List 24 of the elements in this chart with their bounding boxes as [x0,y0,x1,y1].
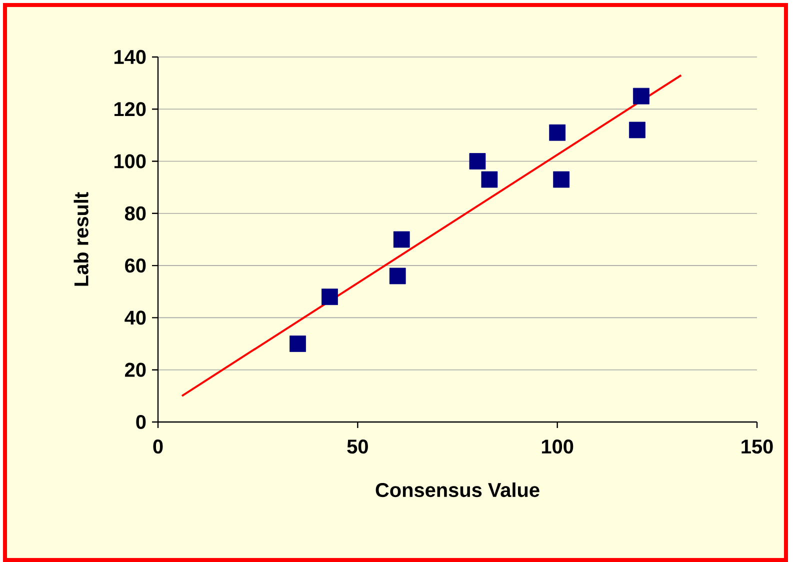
y-tick-label: 60 [125,258,146,273]
x-tick-label: 150 [742,440,773,454]
point [322,288,338,306]
point [481,171,498,188]
point [629,122,646,138]
x-tick-label: 50 [347,440,368,454]
point [633,88,650,104]
point [290,336,306,352]
y-tick-label: 40 [124,310,146,325]
point [549,124,566,141]
y-tick-label: 80 [124,206,146,220]
y-tick-label: 100 [114,154,146,168]
x-tick-label: 0 [153,440,163,454]
y-tick-label: 120 [114,102,146,116]
y-tick-label: 140 [114,50,146,64]
y-tick-label: 20 [125,362,146,377]
point [469,153,486,170]
point [553,171,570,188]
point [389,268,406,284]
x-axis-title: Consensus Value [376,482,540,498]
y-tick-label: 0 [136,414,146,430]
point [393,231,410,248]
x-tick-label: 100 [542,440,574,454]
y-axis-title: Lab result [74,192,88,286]
